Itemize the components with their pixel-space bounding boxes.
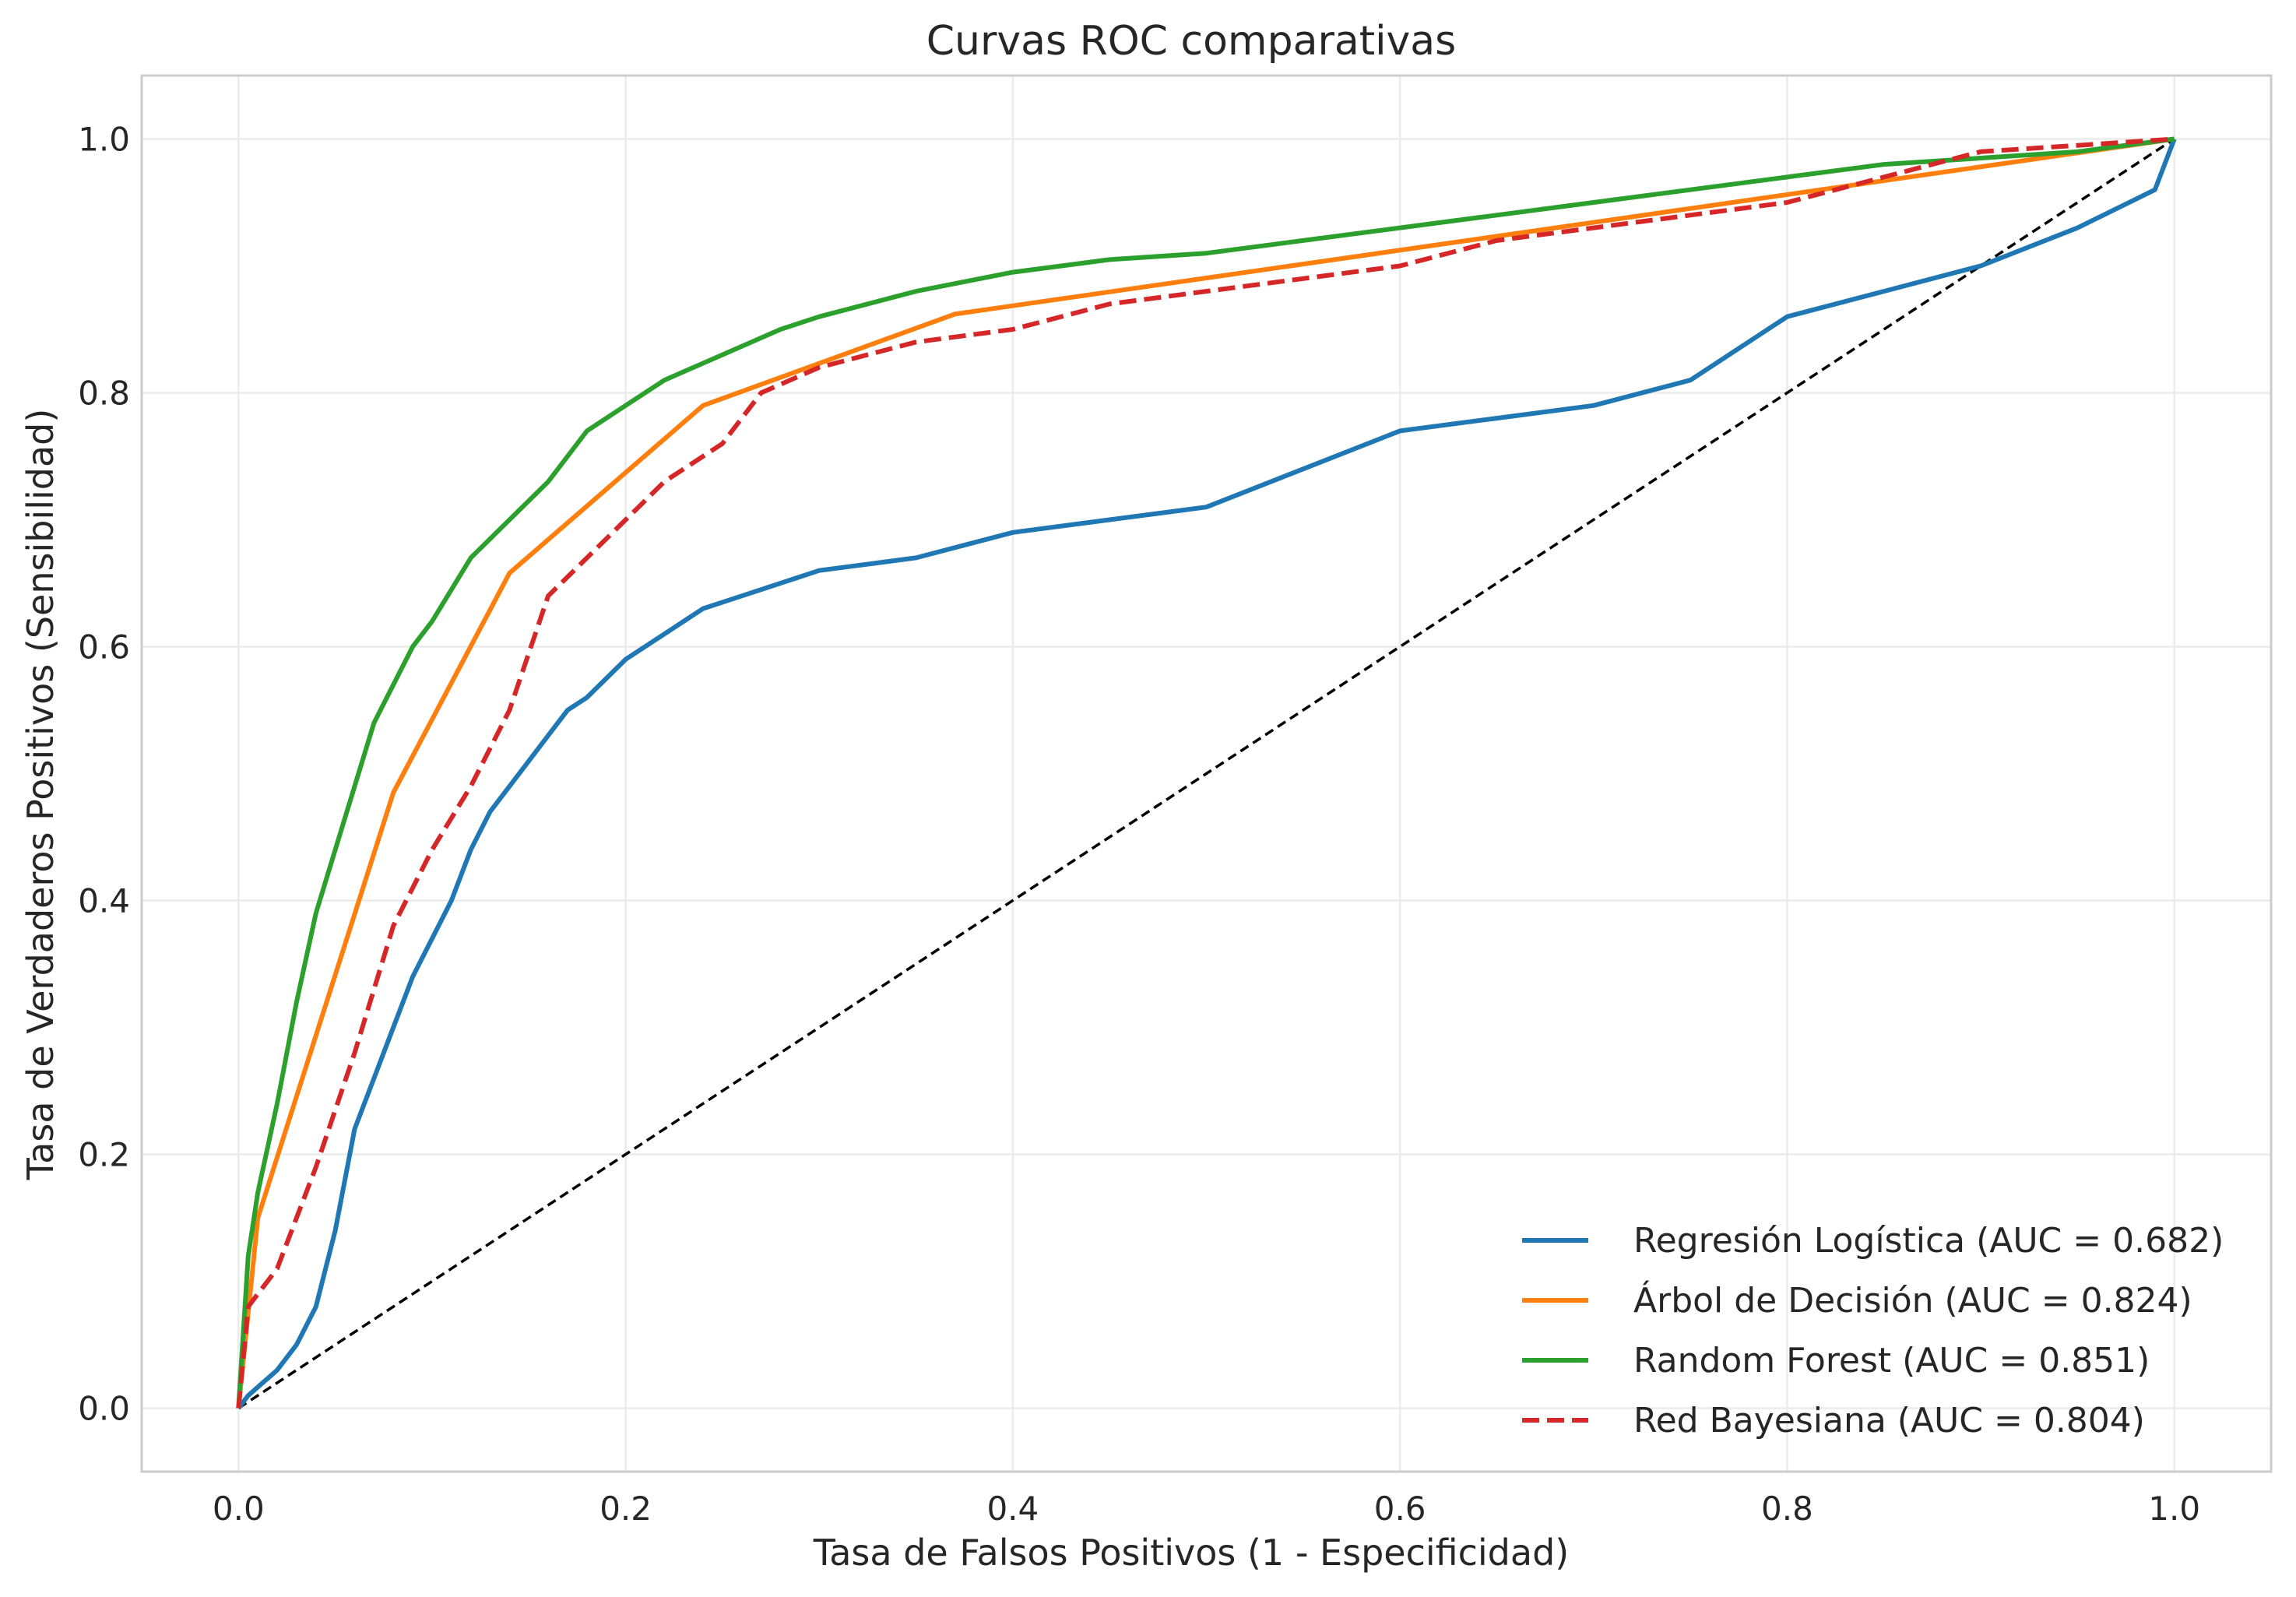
x-tick-label: 0.0: [213, 1490, 265, 1528]
x-tick-label: 0.8: [1761, 1490, 1813, 1528]
series-line-1: [236, 138, 2177, 1410]
legend-label: Regresión Logística (AUC = 0.682): [1633, 1221, 2224, 1261]
plot-frame: [140, 74, 2273, 1473]
x-tick-label: 1.0: [2148, 1490, 2200, 1528]
x-tick-label: 0.4: [986, 1490, 1039, 1528]
chance-diagonal-line: [237, 138, 2175, 1409]
series-line-2: [236, 136, 2175, 1409]
chart-title: Curvas ROC comparativas: [926, 18, 1457, 65]
y-tick-label: 0.6: [78, 628, 130, 667]
x-tick-label: 0.6: [1374, 1490, 1426, 1528]
x-axis-label: Tasa de Falsos Positivos (1 - Especifici…: [813, 1532, 1569, 1574]
y-tick-label: 1.0: [78, 121, 130, 159]
legend-label: Random Forest (AUC = 0.851): [1633, 1341, 2150, 1381]
grid: [142, 76, 2271, 1472]
series-layer: [236, 136, 2177, 1410]
legend: Regresión Logística (AUC = 0.682) Árbol d…: [1522, 1221, 2224, 1440]
y-tick-label: 0.8: [78, 375, 130, 413]
y-tick-label: 0.2: [78, 1136, 130, 1174]
y-tick-label: 0.0: [78, 1390, 130, 1428]
x-tick-label: 0.2: [599, 1490, 652, 1528]
y-axis-label: Tasa de Verdaderos Positivos (Sensibilid…: [19, 409, 62, 1181]
series-line-3: [236, 136, 2175, 1409]
tick-labels: 0.0 0.2 0.4 0.6 0.8 1.0 0.0 0.2 0.4 0.6 0.8 1.0: [78, 121, 2200, 1528]
y-tick-label: 0.4: [78, 882, 130, 920]
series-line-4: [236, 136, 2175, 1409]
legend-label: Red Bayesiana (AUC = 0.804): [1633, 1401, 2145, 1440]
legend-label: Árbol de Decisión (AUC = 0.824): [1633, 1279, 2192, 1321]
